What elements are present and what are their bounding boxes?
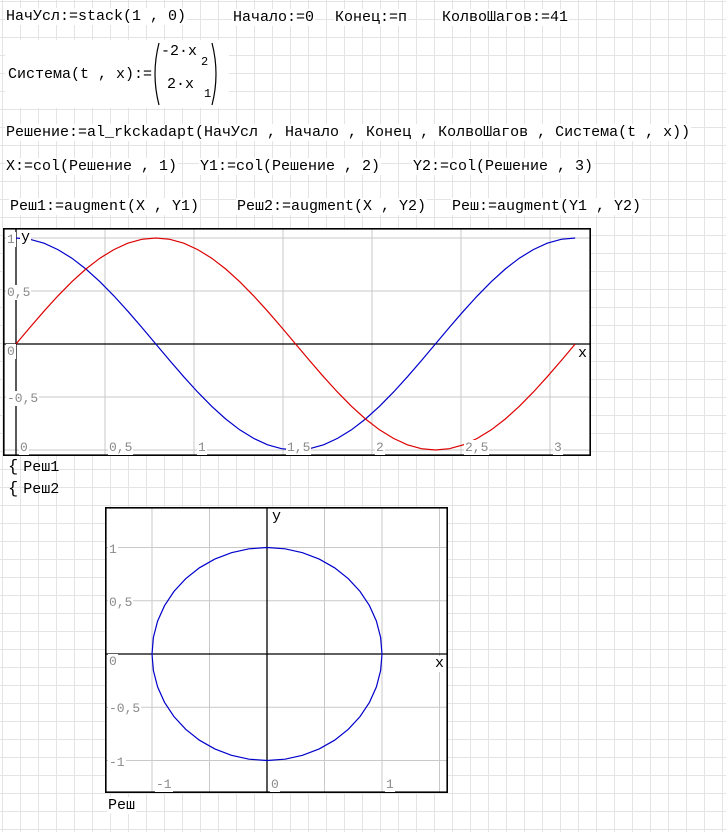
plot2-canvas: [105, 507, 448, 793]
y-tick-label: 0: [6, 344, 16, 359]
plot-frame: [105, 507, 448, 793]
matrix-right-paren: [211, 42, 217, 106]
expr-x-col[interactable]: X:=col(Решение , 1): [5, 158, 179, 175]
plot-background: [3, 228, 591, 456]
x-tick-label: 3: [553, 440, 563, 455]
plot-background: [105, 507, 448, 793]
x-axis-label: x: [434, 655, 446, 672]
legend-trace-2-label: Реш2: [23, 480, 60, 498]
y-tick-label: -0,5: [6, 391, 40, 406]
y-tick-label: -1: [108, 754, 126, 770]
y-axis-label: y: [271, 508, 283, 525]
expr-resh1-def[interactable]: Реш1:=augment(X , Y1): [9, 198, 201, 215]
legend-brace: {: [8, 479, 19, 499]
legend-trace-1-label: Реш1: [23, 458, 60, 476]
xy-plot-phase-circle[interactable]: -1 0 1 1 0,5 0 -0,5 -1 y x: [105, 507, 448, 793]
plot-frame: [3, 228, 591, 456]
y-tick-label: 1: [108, 541, 118, 557]
expr-resh-def[interactable]: Реш:=augment(Y1 , Y2): [451, 198, 643, 215]
y-tick-label: 0: [108, 654, 118, 669]
legend-row: { Реш1: [8, 456, 59, 478]
plot2-trace-label: Реш: [107, 797, 137, 814]
xy-plot-traces[interactable]: 0 0,5 1 1,5 2 2,5 3 1 0,5 0 -0,5 y x: [3, 228, 591, 456]
expr-start-value[interactable]: Начало:=0: [232, 9, 316, 26]
x-tick-label: -1: [155, 777, 173, 792]
x-tick-label: 1,5: [286, 440, 312, 455]
matrix-row1: -2·x: [161, 43, 198, 60]
matrix-row2-subscript: 1: [204, 87, 212, 101]
expr-y2-col[interactable]: Y2:=col(Решение , 3): [412, 158, 595, 175]
expr-steps-count[interactable]: КолвоШагов:=41: [441, 9, 570, 26]
expr-y1-col[interactable]: Y1:=col(Решение , 2): [199, 158, 382, 175]
trace-Реш2: [15, 237, 576, 451]
x-axis-label: x: [577, 345, 589, 362]
plot1-legend[interactable]: { Реш1 { Реш2: [8, 456, 59, 500]
y-axis-label: y: [20, 229, 32, 246]
x-tick-label: 0: [19, 440, 29, 455]
matrix-left-paren: [154, 42, 160, 106]
expr-init-conditions[interactable]: НачУсл:=stack(1 , 0): [5, 8, 188, 25]
y-tick-label: -0,5: [108, 701, 142, 717]
matrix-row2: 2·x: [167, 76, 195, 93]
x-tick-label: 0: [270, 777, 280, 792]
system-matrix-label: Система(t , x):=: [8, 66, 153, 83]
x-tick-label: 2: [375, 440, 385, 455]
trace-Реш: [151, 546, 383, 762]
y-tick-label: 0,5: [6, 285, 32, 300]
expr-end-value[interactable]: Конец:=п: [334, 9, 409, 26]
system-matrix-region[interactable]: Система(t , x):= -2·x 2 2·x 1: [5, 40, 229, 108]
plot1-canvas: [3, 228, 591, 456]
y-tick-label: 0,5: [108, 594, 134, 610]
matrix-row1-subscript: 2: [201, 55, 209, 69]
x-tick-label: 1: [385, 777, 395, 792]
x-tick-label: 1: [197, 440, 207, 455]
legend-row: { Реш2: [8, 478, 59, 500]
x-tick-label: 2,5: [464, 440, 490, 455]
x-tick-label: 0,5: [108, 440, 134, 455]
expr-solution-def[interactable]: Решение:=al_rkckadapt(НачУсл , Начало , …: [5, 124, 692, 141]
y-tick-label: 1: [6, 232, 16, 247]
legend-brace: {: [8, 457, 19, 477]
expr-resh2-def[interactable]: Реш2:=augment(X , Y2): [236, 198, 428, 215]
